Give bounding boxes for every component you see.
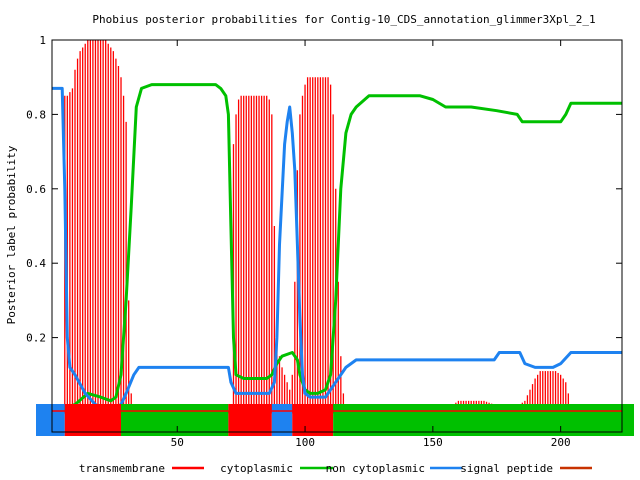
x-tick-label: 200 bbox=[551, 436, 571, 449]
x-tick-label: 100 bbox=[295, 436, 315, 449]
legend-label: transmembrane bbox=[79, 462, 165, 475]
topology-signal-peptide bbox=[36, 404, 65, 436]
y-tick-label: 0.4 bbox=[26, 257, 46, 270]
legend-label: cytoplasmic bbox=[220, 462, 293, 475]
topology-non-cytoplasmic bbox=[333, 404, 634, 436]
y-axis-label: Posterior label probability bbox=[5, 145, 18, 324]
probability-lines bbox=[51, 83, 622, 414]
topology-transmembrane bbox=[228, 404, 272, 436]
legend: transmembrane cytoplasmic non cytoplasmic s… bbox=[79, 462, 592, 475]
topology-non-cytoplasmic bbox=[121, 404, 229, 436]
y-tick-label: 0.8 bbox=[26, 108, 46, 121]
transmembrane-impulses bbox=[64, 40, 572, 412]
chart-title: Phobius posterior probabilities for Cont… bbox=[92, 13, 595, 26]
topology-transmembrane bbox=[292, 404, 334, 436]
non-cytoplasmic-line bbox=[51, 83, 622, 414]
x-tick-label: 50 bbox=[171, 436, 184, 449]
legend-label: signal peptide bbox=[460, 462, 553, 475]
y-tick-label: 0.2 bbox=[26, 332, 46, 345]
legend-label: non cytoplasmic bbox=[326, 462, 425, 475]
plot-frame bbox=[51, 39, 623, 433]
y-tick-label: 0.6 bbox=[26, 183, 46, 196]
x-tick-label: 150 bbox=[423, 436, 443, 449]
topology-transmembrane bbox=[64, 404, 122, 436]
y-tick-label: 1 bbox=[39, 34, 46, 47]
topology-bar bbox=[36, 404, 634, 436]
topology-signal-peptide bbox=[271, 404, 293, 436]
